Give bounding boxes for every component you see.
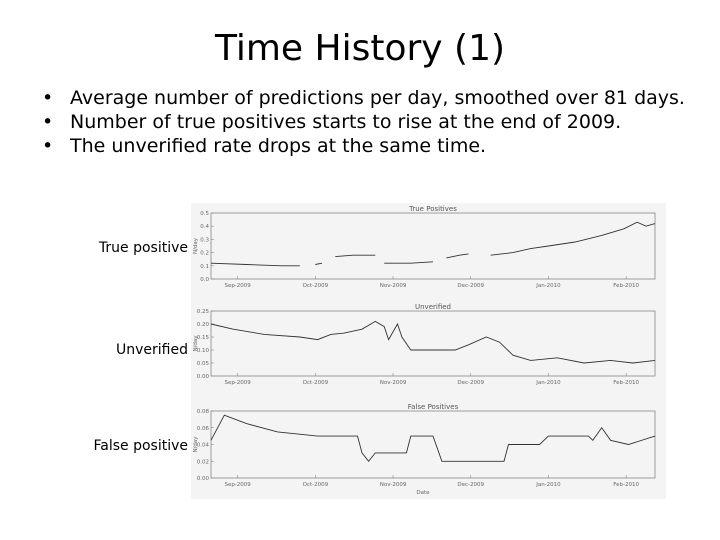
plot-title: Unverified: [415, 303, 451, 311]
y-tick-label: 0.3: [200, 237, 209, 243]
series-line: [384, 261, 434, 264]
x-tick-label: Oct-2009: [303, 283, 329, 289]
x-axis-label: Date: [416, 490, 430, 496]
y-tick-label: 0.5: [200, 211, 209, 217]
plot-title: False Positives: [408, 403, 459, 411]
x-tick-label: Nov-2009: [380, 482, 407, 488]
bullet-text: Number of true positives starts to rise …: [70, 111, 622, 133]
x-tick-label: Jan-2010: [535, 380, 561, 386]
series-line: [315, 262, 323, 265]
x-tick-label: Feb-2010: [613, 283, 639, 289]
bullet-glyph: •: [42, 87, 54, 109]
series-line: [490, 221, 656, 256]
y-tick-label: 0.2: [200, 251, 209, 257]
y-tick-label: 0.0: [200, 277, 209, 283]
plot-1: Unverified 0.00 0.05 0.10 0.15 0.20 0.25 N/day S…: [193, 303, 656, 386]
x-tick-label: Jan-2010: [535, 482, 561, 488]
bullet-list: • Average number of predictions per day, …: [42, 86, 685, 158]
x-tick-label: Jan-2010: [535, 283, 561, 289]
time-history-plots: True Positives 0.0 0.1 0.2 0.3 0.4 0.5 N/day Sep…: [193, 205, 656, 496]
true-positive-label: True positive: [98, 240, 188, 256]
bullet-item: • Average number of predictions per day, …: [42, 86, 685, 110]
false-positive-label: False positive: [93, 438, 188, 454]
plot-0: True Positives 0.0 0.1 0.2 0.3 0.4 0.5 N/day Sep…: [193, 205, 656, 289]
slide-title: Time History (1): [214, 28, 506, 69]
series-line: [335, 254, 376, 258]
x-tick-label: Sep-2009: [224, 482, 251, 488]
series-line: [446, 253, 469, 259]
x-tick-label: Sep-2009: [224, 283, 251, 289]
y-tick-label: 0.08: [197, 409, 210, 415]
bullet-text: Average number of predictions per day, s…: [70, 87, 685, 109]
x-tick-label: Feb-2010: [613, 482, 639, 488]
y-tick-label: 0.06: [197, 426, 210, 432]
y-tick-label: 0.00: [197, 476, 210, 482]
y-tick-label: 0.20: [197, 322, 210, 328]
plot-frame: [210, 212, 656, 280]
y-axis-label: N/day: [193, 237, 199, 254]
y-tick-label: 0.25: [197, 309, 210, 315]
bullet-item: • Number of true positives starts to rise…: [42, 110, 685, 134]
x-tick-label: Oct-2009: [303, 380, 329, 386]
plot-frame: [210, 410, 656, 479]
y-tick-label: 0.15: [197, 335, 210, 341]
x-tick-label: Dec-2009: [457, 380, 484, 386]
plot-2: False Positives 0.00 0.02 0.04 0.06 0.08 N/day…: [193, 403, 656, 496]
x-tick-label: Oct-2009: [303, 482, 329, 488]
bullet-glyph: •: [42, 135, 54, 157]
y-tick-label: 0.1: [200, 264, 209, 270]
y-tick-label: 0.05: [197, 361, 210, 367]
bullet-glyph: •: [42, 111, 54, 133]
plot-frame: [210, 310, 656, 377]
y-axis-label: N/day: [193, 335, 199, 352]
y-tick-label: 0.10: [197, 348, 210, 354]
series-line: [210, 414, 656, 463]
bullet-text: The unverified rate drops at the same ti…: [70, 135, 487, 157]
bullet-item: • The unverified rate drops at the same t…: [42, 134, 685, 158]
x-tick-label: Nov-2009: [380, 380, 407, 386]
series-line: [210, 320, 656, 364]
y-tick-label: 0.02: [197, 459, 209, 465]
plots-panel: True Positives 0.0 0.1 0.2 0.3 0.4 0.5 N/day Sep…: [191, 203, 666, 499]
x-tick-label: Dec-2009: [457, 283, 484, 289]
y-tick-label: 0.00: [197, 374, 210, 380]
x-tick-label: Nov-2009: [380, 283, 407, 289]
unverified-label: Unverified: [116, 342, 188, 358]
x-tick-label: Feb-2010: [613, 380, 639, 386]
plot-title: True Positives: [408, 205, 457, 213]
x-tick-label: Sep-2009: [224, 380, 251, 386]
y-tick-label: 0.04: [197, 443, 210, 449]
x-tick-label: Dec-2009: [457, 482, 484, 488]
series-line: [210, 262, 300, 267]
y-tick-label: 0.4: [200, 224, 209, 230]
y-axis-label: N/day: [193, 436, 199, 453]
